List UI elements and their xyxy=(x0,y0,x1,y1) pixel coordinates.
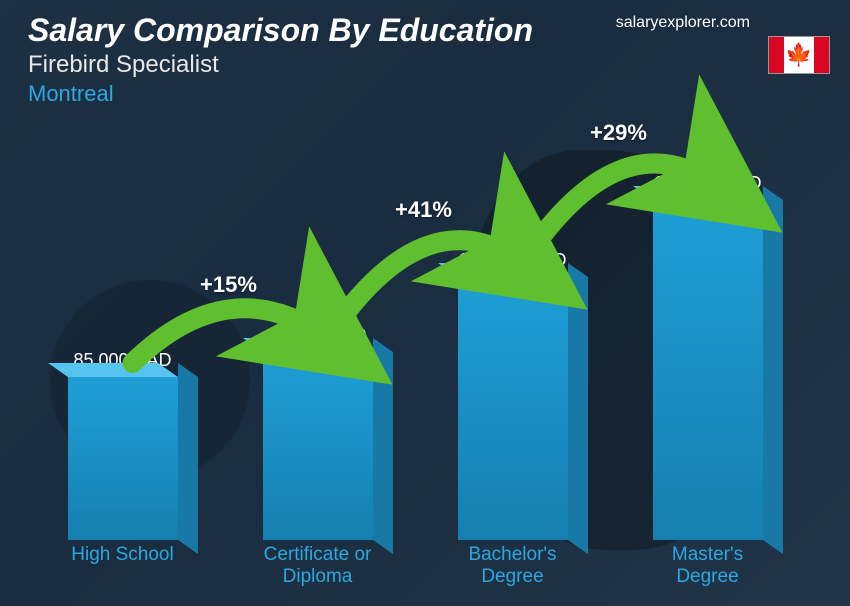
x-axis-category-label: Bachelor'sDegree xyxy=(430,544,595,588)
bar-front-face xyxy=(263,352,373,540)
x-axis-category-label: Master'sDegree xyxy=(625,544,790,588)
location-label: Montreal xyxy=(28,81,822,107)
x-axis-category-label: Certificate orDiploma xyxy=(235,544,400,588)
bar-top-face xyxy=(633,186,763,200)
bar-front-face xyxy=(653,200,763,540)
x-axis-labels: High School Certificate orDiploma Bachelor… xyxy=(40,544,790,588)
bar-3d xyxy=(263,352,373,540)
bar-side-face xyxy=(373,338,393,554)
bar-side-face xyxy=(763,186,783,554)
bar-group: 85,000 CAD xyxy=(40,350,205,540)
flag-maple-leaf-icon: 🍁 xyxy=(784,37,814,73)
flag-stripe-left xyxy=(769,37,784,73)
bar-top-face xyxy=(438,263,568,277)
flag-stripe-right xyxy=(814,37,829,73)
job-title: Firebird Specialist xyxy=(28,51,822,79)
salary-bar-chart: 85,000 CAD 97,800 CAD 137,000 CAD 177,00… xyxy=(40,130,790,588)
bar-side-face xyxy=(178,363,198,554)
bar-3d xyxy=(68,377,178,540)
bar-front-face xyxy=(68,377,178,540)
brand-watermark: salaryexplorer.com xyxy=(616,14,750,32)
bar-side-face xyxy=(568,263,588,554)
country-flag-icon: 🍁 xyxy=(768,36,830,74)
bar-group: 137,000 CAD xyxy=(430,250,595,540)
bar-group: 97,800 CAD xyxy=(235,325,400,540)
bars-container: 85,000 CAD 97,800 CAD 137,000 CAD 177,00… xyxy=(40,130,790,540)
x-axis-category-label: High School xyxy=(40,544,205,588)
bar-3d xyxy=(653,200,763,540)
bar-top-face xyxy=(243,338,373,352)
bar-top-face xyxy=(48,363,178,377)
bar-3d xyxy=(458,277,568,540)
bar-front-face xyxy=(458,277,568,540)
bar-group: 177,000 CAD xyxy=(625,173,790,540)
